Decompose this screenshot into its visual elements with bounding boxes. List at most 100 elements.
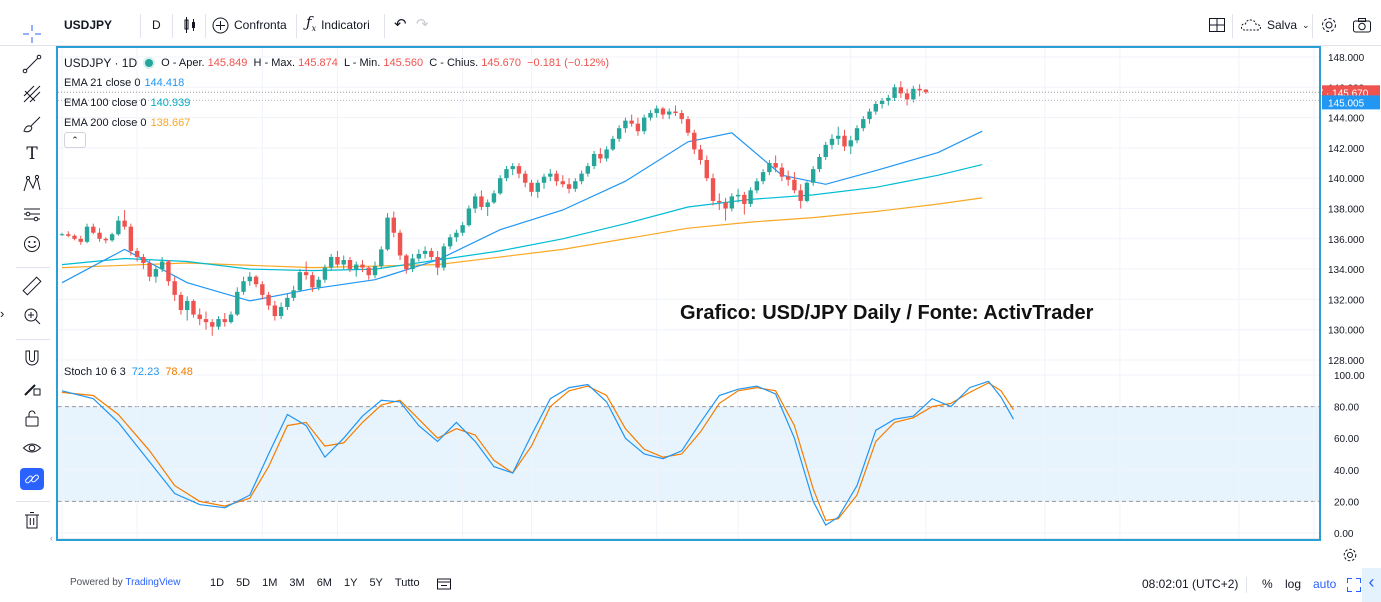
calendar-goto-icon xyxy=(437,578,451,590)
hide-tool[interactable] xyxy=(20,437,44,459)
ema200-legend[interactable]: EMA 200 close 0 138.667 xyxy=(64,113,609,133)
candle-body xyxy=(911,88,916,100)
brand-link[interactable]: TradingView xyxy=(125,577,181,588)
clock[interactable]: 08:02:01 (UTC+2) xyxy=(1142,577,1239,591)
screenshot-button[interactable] xyxy=(1352,14,1372,36)
ema-price-badge-text: 145.005 xyxy=(1328,98,1365,109)
legend-symbol[interactable]: USDJPY · 1D xyxy=(64,56,138,70)
candle-body xyxy=(641,117,647,132)
candle-body xyxy=(679,113,684,120)
candle-body xyxy=(867,111,872,120)
expand-sidebar-arrow[interactable]: › xyxy=(0,306,4,321)
indicators-button[interactable]: ƒx Indicatori xyxy=(306,13,370,36)
candle-body xyxy=(372,266,378,276)
save-button[interactable]: Salva ⌄ xyxy=(1240,14,1310,36)
sync-tool[interactable] xyxy=(20,468,44,490)
range-5d[interactable]: 5D xyxy=(236,577,251,589)
chart-type-button[interactable] xyxy=(182,14,198,36)
candle-body xyxy=(454,232,459,238)
stoch-tick-label: 40.00 xyxy=(1334,466,1359,477)
fib-tool[interactable] xyxy=(20,83,44,105)
trend-line-tool[interactable] xyxy=(20,53,44,75)
interval-button[interactable]: D xyxy=(152,14,161,36)
range-1m[interactable]: 1M xyxy=(262,577,278,589)
range-5y[interactable]: 5Y xyxy=(369,577,383,589)
candle-body xyxy=(892,87,897,98)
crosshair-tool[interactable] xyxy=(20,23,44,45)
text-tool[interactable]: T xyxy=(20,143,44,165)
candle-body xyxy=(685,119,691,133)
compare-button[interactable]: Confronta xyxy=(212,14,287,36)
collapse-panel-button[interactable]: ‹ xyxy=(1362,568,1381,602)
candle-body xyxy=(811,169,816,183)
axis-settings-button[interactable] xyxy=(1342,547,1358,568)
ema100-line xyxy=(61,164,983,272)
undo-icon: ↶ xyxy=(394,16,407,33)
remove-tool[interactable] xyxy=(20,509,44,531)
fullscreen-button[interactable] xyxy=(1346,577,1362,596)
icons-tool[interactable] xyxy=(20,233,44,255)
pattern-tool[interactable] xyxy=(20,173,44,195)
range-tutto[interactable]: Tutto xyxy=(394,577,420,589)
brush-tool[interactable] xyxy=(20,113,44,135)
auto-toggle[interactable]: auto xyxy=(1313,577,1337,591)
percent-toggle[interactable]: % xyxy=(1262,577,1273,591)
legend-collapse-button[interactable]: ⌃ xyxy=(64,132,86,148)
candle-body xyxy=(128,226,134,251)
candle-body xyxy=(185,300,190,311)
candle-body xyxy=(879,100,885,104)
ema21-value: 144.418 xyxy=(144,77,185,89)
candle-body xyxy=(673,111,678,114)
ema21-line xyxy=(61,130,983,302)
zoom-tool[interactable] xyxy=(20,305,44,327)
range-1d[interactable]: 1D xyxy=(210,577,225,589)
range-3m[interactable]: 3M xyxy=(289,577,305,589)
layout-button[interactable] xyxy=(1208,14,1226,36)
candle-body xyxy=(779,167,785,177)
gear-icon xyxy=(1343,548,1357,562)
ema21-legend[interactable]: EMA 21 close 0 144.418 xyxy=(64,73,609,93)
candle-body xyxy=(385,217,390,250)
magnet-tool[interactable] xyxy=(20,347,44,369)
chart-pane[interactable]: Mar13Apr13Maggio12Giu13Lug13Ago13Set13 xyxy=(56,46,1321,541)
symbol-search-button[interactable]: USDJPY xyxy=(64,14,112,36)
measure-tool[interactable] xyxy=(20,275,44,297)
close-label: C - Chius. xyxy=(429,57,479,69)
candle-body xyxy=(404,255,409,270)
range-1y[interactable]: 1Y xyxy=(343,577,358,589)
candle-body xyxy=(341,260,346,265)
candle-body xyxy=(303,272,309,276)
settings-button[interactable] xyxy=(1320,14,1338,36)
lock-tool[interactable] xyxy=(20,407,44,429)
candle-body xyxy=(535,182,540,192)
candle-body xyxy=(116,220,121,235)
price-axis[interactable]: 148.000146.000144.000142.000140.000138.0… xyxy=(1322,46,1381,541)
powered-label: Powered by xyxy=(70,577,123,588)
range-6m[interactable]: 6M xyxy=(316,577,332,589)
prediction-tool[interactable] xyxy=(20,203,44,225)
candle-body xyxy=(191,300,196,315)
candle-body xyxy=(366,267,371,276)
compare-label: Confronta xyxy=(234,18,287,32)
date-range-button[interactable] xyxy=(436,577,452,594)
redo-button[interactable]: ↷ xyxy=(416,14,429,36)
log-toggle[interactable]: log xyxy=(1285,577,1302,591)
ema100-legend[interactable]: EMA 100 close 0 140.939 xyxy=(64,93,609,113)
candle-body xyxy=(654,108,659,114)
candle-body xyxy=(72,235,77,239)
candle-body xyxy=(735,194,741,197)
stay-drawing-tool[interactable] xyxy=(20,377,44,399)
candle-body xyxy=(241,281,246,292)
candle-body xyxy=(510,166,515,170)
powered-by[interactable]: Powered by TradingView xyxy=(70,577,180,588)
price-tick-label: 132.000 xyxy=(1328,295,1365,306)
candle-body xyxy=(272,305,278,317)
ruler-icon xyxy=(22,276,42,296)
stoch-legend[interactable]: Stoch 10 6 3 72.23 78.48 xyxy=(64,366,193,378)
chart-canvas[interactable]: Mar13Apr13Maggio12Giu13Lug13Ago13Set13 xyxy=(58,48,1319,539)
stoch-label: Stoch 10 6 3 xyxy=(64,366,126,378)
undo-button[interactable]: ↶ xyxy=(394,14,407,36)
scroll-left-arrow[interactable]: ‹ xyxy=(50,533,53,543)
toolbar-divider xyxy=(1232,14,1233,38)
candle-body xyxy=(773,163,778,168)
